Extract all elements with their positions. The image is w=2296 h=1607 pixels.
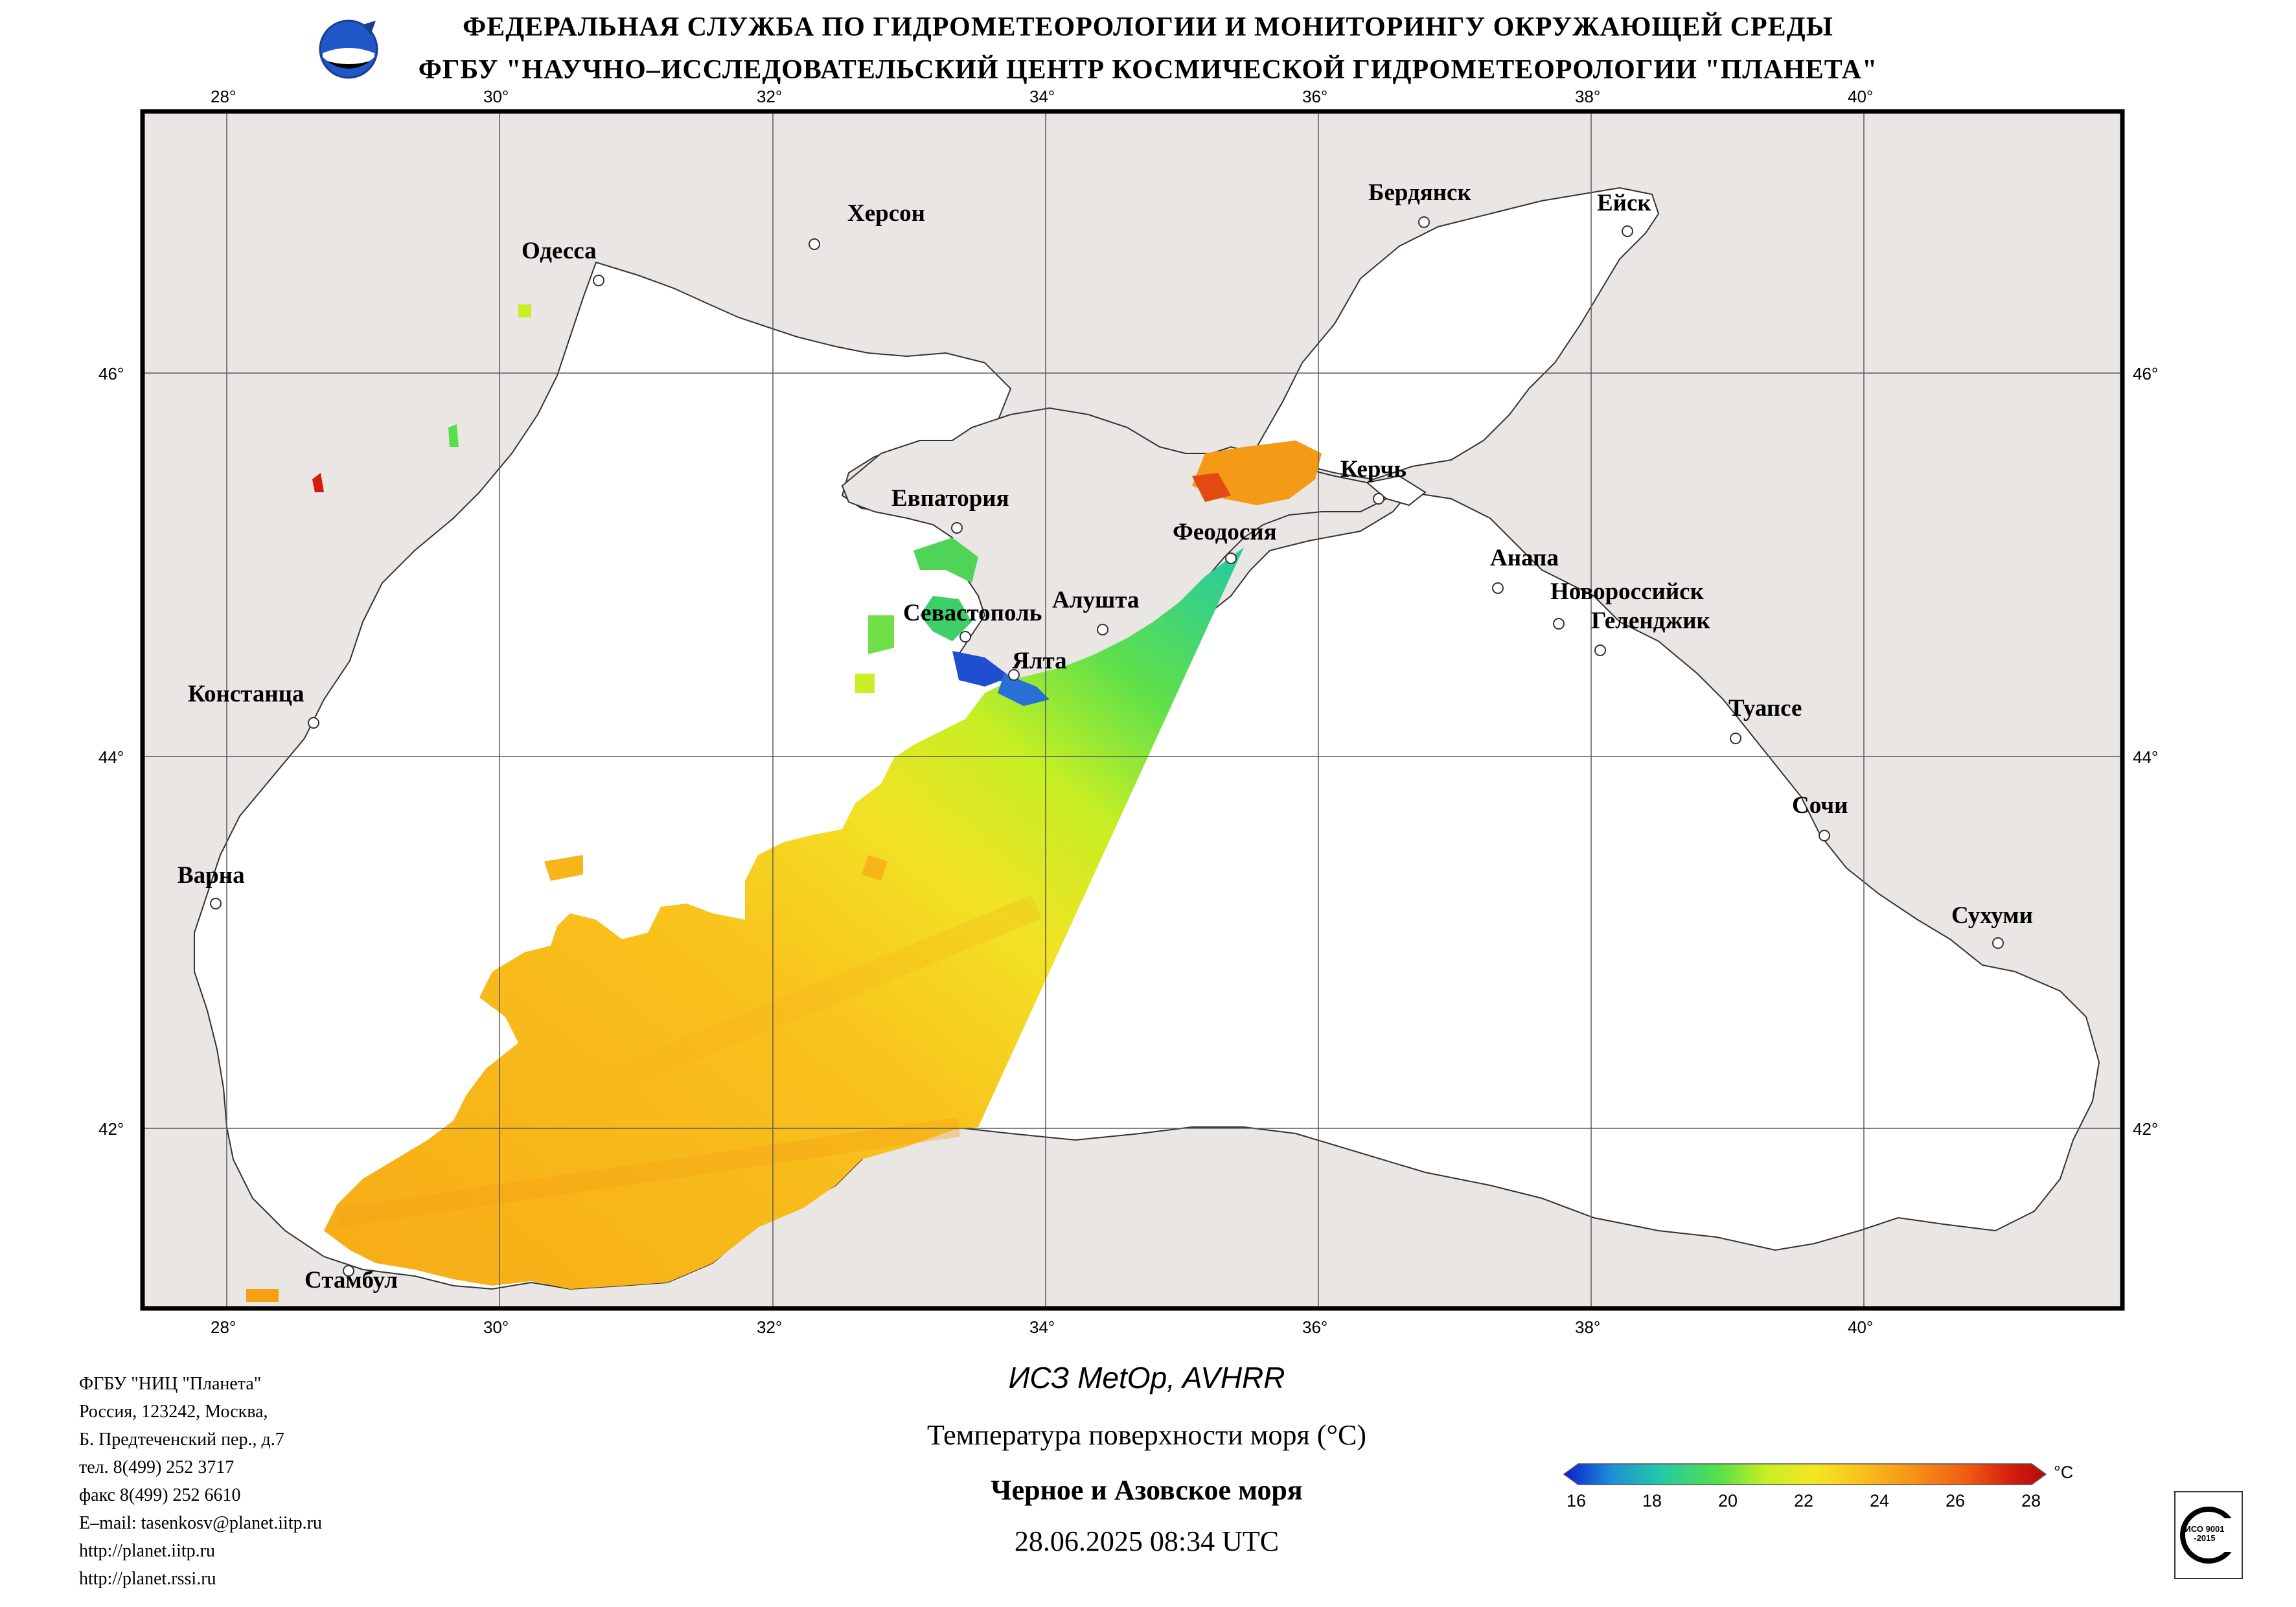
city-label-kerch: Керчь — [1340, 456, 1406, 483]
city-label-feodosia: Феодосия — [1173, 519, 1277, 545]
lon-tick-40-top: 40° — [1848, 87, 1874, 106]
lon-tick-34-bottom: 34° — [1029, 1317, 1055, 1337]
org-link-1[interactable]: http://planet.iitp.ru — [79, 1541, 215, 1561]
lon-tick-28-bottom: 28° — [211, 1317, 236, 1337]
lon-tick-30-top: 30° — [483, 87, 509, 106]
logo — [317, 18, 380, 80]
colorbar-tick-18: 18 — [1642, 1491, 1662, 1510]
city-label-tuapse: Туапсе — [1728, 695, 1802, 722]
lat-tick-44-right: 44° — [2133, 747, 2159, 767]
lon-tick-36-bottom: 36° — [1302, 1317, 1328, 1337]
org-name: ФГБУ "НИЦ "Планета" — [79, 1374, 262, 1394]
colorbar-tick-26: 26 — [1946, 1491, 1966, 1510]
org-email[interactable]: E–mail: tasenkosv@planet.iitp.ru — [79, 1513, 322, 1533]
org-address-1: Россия, 123242, Москва, — [79, 1402, 268, 1422]
header-title-line2: ФГБУ "НАУЧНО–ИССЛЕДОВАТЕЛЬСКИЙ ЦЕНТР КОС… — [418, 55, 1878, 85]
city-label-yeysk: Ейск — [1597, 190, 1651, 216]
lat-tick-46-right: 46° — [2133, 364, 2159, 383]
iso-badge-text: ИСО 9001 -2015 — [2185, 1524, 2225, 1543]
org-fax: факс 8(499) 252 6610 — [79, 1485, 241, 1505]
colorbar-unit: °C — [2054, 1463, 2074, 1482]
colorbar-tick-20: 20 — [1718, 1491, 1738, 1510]
sst-swath — [246, 304, 1322, 1302]
sea-of-azov — [1256, 187, 1660, 481]
lat-tick-42-left: 42° — [98, 1119, 124, 1139]
colorbar-tick-16: 16 — [1567, 1491, 1587, 1510]
lon-tick-38-bottom: 38° — [1575, 1317, 1601, 1337]
lon-tick-40-bottom: 40° — [1848, 1317, 1874, 1337]
org-address-2: Б. Предтеченский пер., д.7 — [79, 1430, 284, 1450]
lon-tick-38-top: 38° — [1575, 87, 1601, 106]
city-label-istanbul: Стамбул — [304, 1267, 398, 1294]
city-label-sochi: Сочи — [1792, 792, 1848, 819]
lon-tick-34-top: 34° — [1029, 87, 1055, 106]
city-label-yalta: Ялта — [1012, 648, 1067, 674]
city-markers — [210, 216, 2004, 1277]
org-link-2[interactable]: http://planet.rssi.ru — [79, 1569, 216, 1589]
map-frame — [140, 109, 2125, 1311]
lat-tick-42-right: 42° — [2133, 1119, 2159, 1139]
city-label-novorossiysk: Новороссийск — [1550, 578, 1704, 605]
city-label-kherson: Херсон — [847, 200, 925, 227]
product-caption: Температура поверхности моря (°C) — [926, 1419, 1367, 1451]
header-title-line1: ФЕДЕРАЛЬНАЯ СЛУЖБА ПО ГИДРОМЕТЕОРОЛОГИИ … — [463, 12, 1833, 42]
datetime-caption: 28.06.2025 08:34 UTC — [1014, 1525, 1280, 1557]
graticule — [143, 111, 2122, 1308]
colorbar-tick-24: 24 — [1870, 1491, 1890, 1510]
colorbar-tick-28: 28 — [2021, 1491, 2041, 1510]
city-label-yevpatoria: Евпатория — [891, 485, 1009, 512]
lon-tick-36-top: 36° — [1302, 87, 1328, 106]
lon-tick-30-bottom: 30° — [483, 1317, 509, 1337]
lon-tick-32-bottom: 32° — [757, 1317, 783, 1337]
city-label-sukhumi: Сухуми — [1951, 902, 2033, 929]
city-label-varna: Варна — [178, 862, 245, 889]
org-phone: тел. 8(499) 252 3717 — [79, 1457, 235, 1477]
city-label-alushta: Алушта — [1052, 587, 1140, 613]
city-label-sevastopol: Севастополь — [903, 600, 1042, 626]
organization-info: ФГБУ "НИЦ "Планета" Россия, 123242, Моск… — [79, 1370, 322, 1593]
lat-tick-46-left: 46° — [98, 364, 124, 383]
satellite-caption: ИСЗ MetOp, AVHRR — [1008, 1361, 1285, 1395]
city-label-anapa: Анапа — [1490, 545, 1559, 571]
iso-certification-badge: ИСО 9001 -2015 — [2174, 1491, 2243, 1579]
city-label-constanta: Констанца — [188, 681, 304, 707]
city-label-odesa: Одесса — [522, 238, 597, 264]
city-label-berdyansk: Бердянск — [1368, 179, 1471, 206]
lon-tick-32-top: 32° — [757, 87, 783, 106]
colorbar — [1563, 1463, 2047, 1485]
city-label-gelendzhik: Геленджик — [1591, 608, 1710, 634]
lon-tick-28-top: 28° — [211, 87, 236, 106]
colorbar-tick-22: 22 — [1794, 1491, 1814, 1510]
lat-tick-44-left: 44° — [98, 747, 124, 767]
region-caption: Черное и Азовское моря — [991, 1474, 1303, 1506]
